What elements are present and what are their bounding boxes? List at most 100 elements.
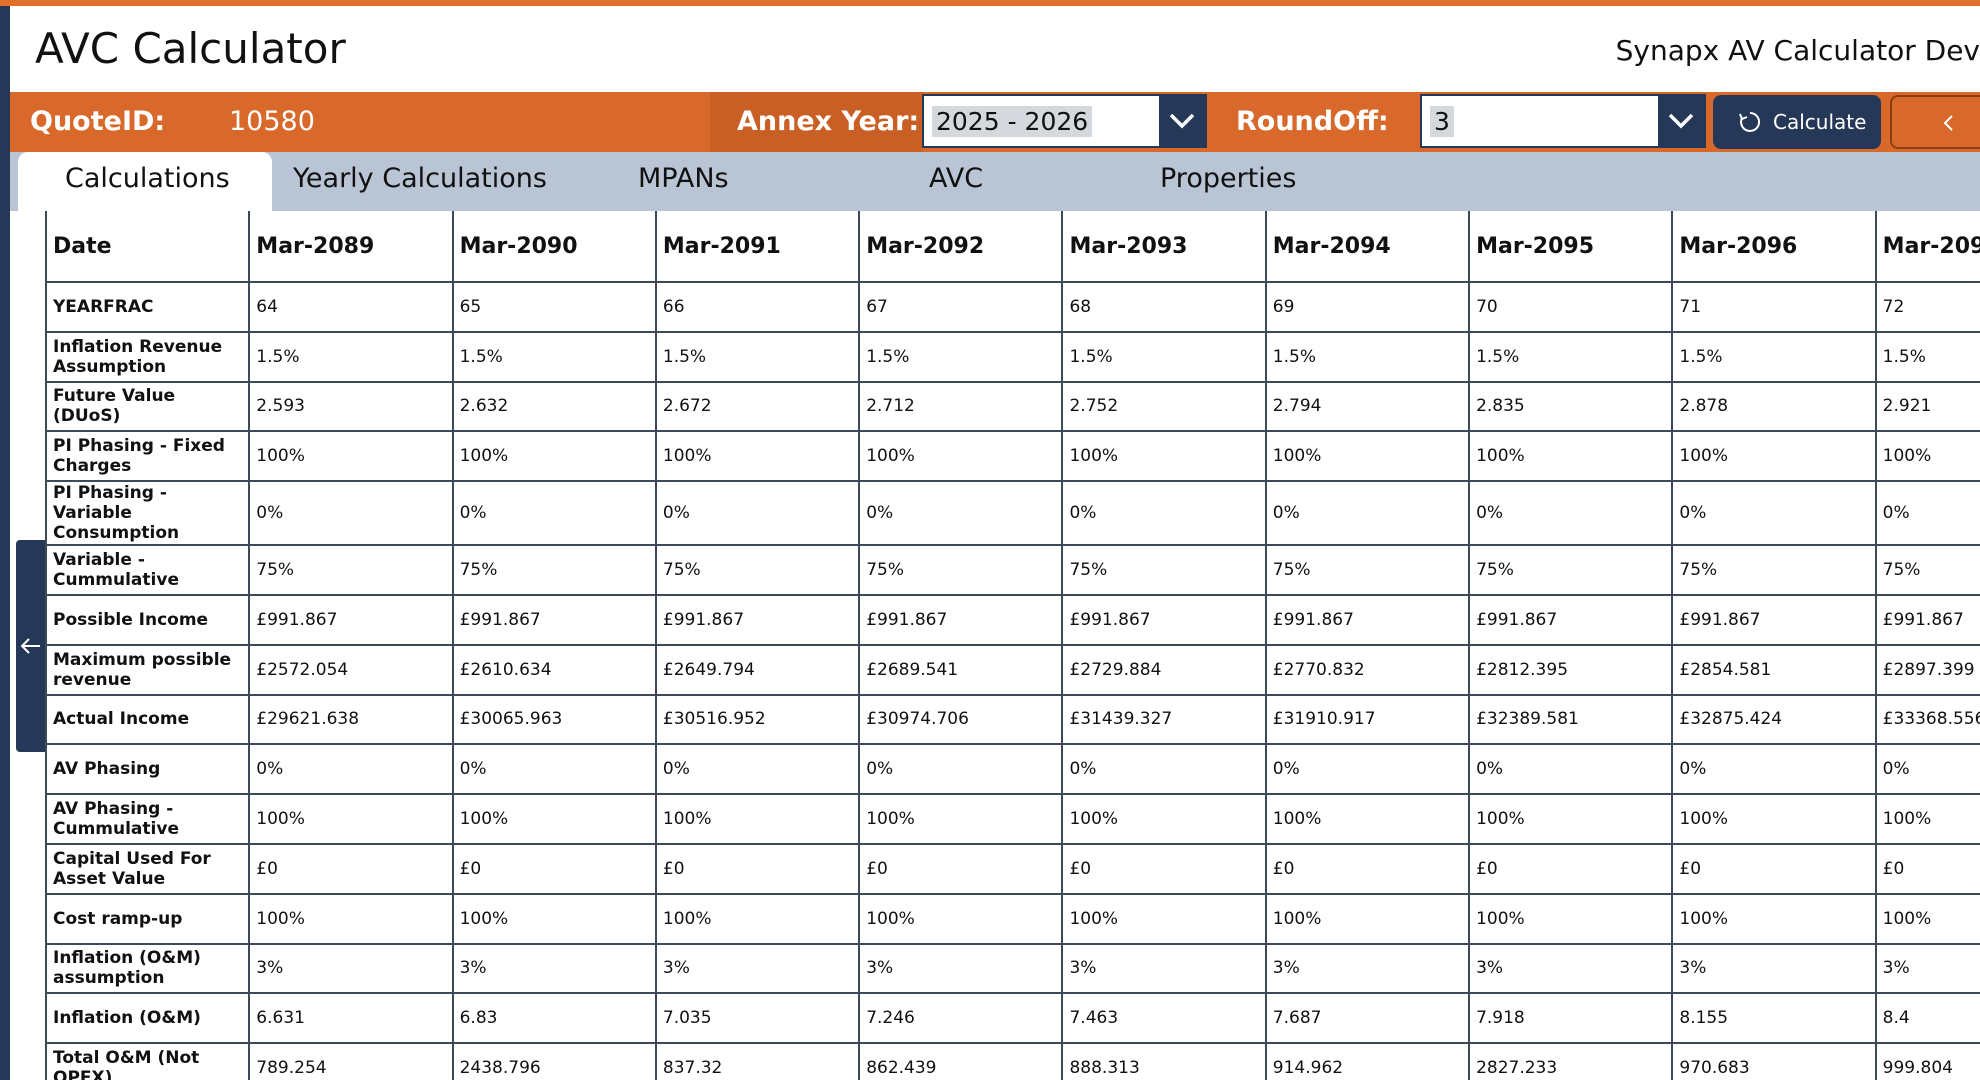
cell: 1.5% [654, 330, 861, 383]
active-tab [18, 152, 272, 211]
cell: £32875.424 [1671, 693, 1877, 746]
cell: 70 [1468, 281, 1674, 333]
table-row: Inflation (O&M) 6.631 6.83 7.035 7.246 7.463 7… [45, 992, 1980, 1045]
round-dropdown[interactable]: 3 [1420, 94, 1706, 148]
cell: £2812.395 [1468, 643, 1674, 696]
row-label: Possible Income [45, 593, 251, 646]
cell: 75% [1061, 544, 1267, 596]
table-row: Capital Used For Asset Value £0 £0 £0 £0 £0 £0… [45, 842, 1980, 895]
cell: 3% [1874, 942, 1980, 995]
cell: £991.867 [654, 593, 861, 646]
cell: 100% [654, 892, 861, 945]
back-button[interactable] [1890, 95, 1980, 149]
collapse-tab[interactable] [16, 540, 45, 752]
cell: £2689.541 [858, 643, 1064, 696]
cell: 1.5% [858, 330, 1064, 383]
table-row: Future Value (DUoS) 2.593 2.632 2.672 2.712 2… [45, 380, 1980, 433]
cell: 2.672 [654, 380, 861, 433]
cell: 100% [1671, 793, 1877, 845]
cell: £991.867 [1468, 593, 1674, 646]
table-row: PI Phasing - Fixed Charges 100% 100% 100% 10… [45, 430, 1980, 483]
quote-label: QuoteID: [30, 106, 166, 137]
cell: £31910.917 [1264, 693, 1471, 746]
cell: 2.794 [1264, 380, 1471, 433]
row-label: Inflation Revenue Assumption [45, 330, 251, 383]
chevron [1668, 113, 1694, 129]
calc-table: Date Mar-2089 Mar-2090 Mar-2091 Mar-2092 Mar-… [45, 211, 1980, 1080]
cell: 0% [1468, 480, 1674, 547]
cell: £2610.634 [451, 643, 657, 696]
app-name: Synapx AV Calculator Dev [1615, 34, 1980, 67]
cell: 2.632 [451, 380, 657, 433]
calculate-button[interactable]: Calculate [1713, 95, 1881, 149]
cell: 0% [451, 743, 657, 796]
cell: 65 [451, 281, 657, 333]
cell: 100% [248, 793, 454, 845]
cell: £991.867 [1874, 593, 1980, 646]
arrow-left [20, 638, 40, 654]
cell: 0% [1061, 743, 1267, 796]
cell: 2.593 [248, 380, 454, 433]
cell: 100% [858, 430, 1064, 483]
cell: 837.32 [654, 1042, 861, 1080]
cell: 100% [1874, 793, 1980, 845]
table-row: Inflation Revenue Assumption 1.5% 1.5% 1.5%… [45, 330, 1980, 383]
table-row: AV Phasing - Cummulative 100% 100% 100% 100%… [45, 793, 1980, 845]
cell: £991.867 [1671, 593, 1877, 646]
cell: 2.835 [1468, 380, 1674, 433]
cell: 100% [451, 892, 657, 945]
cell: £991.867 [248, 593, 454, 646]
annex-dropdown[interactable]: 2025 - 2026 [922, 94, 1207, 148]
column-header: Mar-2091 [654, 211, 861, 283]
cell: 75% [654, 544, 861, 596]
cell: £29621.638 [248, 693, 454, 746]
cell: 1.5% [248, 330, 454, 383]
cell: 2827.233 [1468, 1042, 1674, 1080]
cell: £32389.581 [1468, 693, 1674, 746]
tab[interactable]: MPANs [638, 163, 729, 194]
cell: 0% [248, 480, 454, 547]
cell: 0% [1264, 480, 1471, 547]
cell: 71 [1671, 281, 1877, 333]
tab[interactable]: Calculations [65, 163, 230, 194]
cell: £30516.952 [654, 693, 861, 746]
cell: 2.878 [1671, 380, 1877, 433]
cell: 100% [1468, 430, 1674, 483]
table-container: Date Mar-2089 Mar-2090 Mar-2091 Mar-2092 Mar-… [45, 211, 1980, 1080]
calculate-label: Calculate [1773, 110, 1867, 134]
cell: 100% [1671, 892, 1877, 945]
tab[interactable]: Yearly Calculations [293, 163, 547, 194]
table-row: YEARFRAC 64 65 66 67 68 69 70 71 72 [45, 281, 1980, 333]
cell: £0 [1468, 842, 1674, 895]
cell: 3% [858, 942, 1064, 995]
table-row: Inflation (O&M) assumption 3% 3% 3% 3% 3% 3% 3%… [45, 942, 1980, 995]
column-header: Mar-2093 [1061, 211, 1267, 283]
tab[interactable]: Properties [1160, 163, 1297, 194]
cell: £2729.884 [1061, 643, 1267, 696]
row-label: Inflation (O&M) [45, 992, 251, 1045]
cell: 69 [1264, 281, 1471, 333]
cell: 7.035 [654, 992, 861, 1045]
row-label: AV Phasing - Cummulative [45, 793, 251, 845]
cell: 100% [1468, 793, 1674, 845]
cell: £2770.832 [1264, 643, 1471, 696]
cell: 970.683 [1671, 1042, 1877, 1080]
cell: 0% [1671, 743, 1877, 796]
table-row: AV Phasing 0% 0% 0% 0% 0% 0% 0% 0% 0% [45, 743, 1980, 796]
tab[interactable]: AVC [929, 163, 984, 194]
annex-value: 2025 - 2026 [932, 106, 1093, 137]
cell: 100% [1671, 430, 1877, 483]
cell: 0% [1874, 743, 1980, 796]
cell: 3% [1468, 942, 1674, 995]
table-row: PI Phasing - Variable Consumption 0% 0% 0% 0… [45, 480, 1980, 547]
cell: 3% [1264, 942, 1471, 995]
refresh-icon [1739, 111, 1761, 132]
cell: 1.5% [1874, 330, 1980, 383]
cell: 0% [1671, 480, 1877, 547]
cell: 100% [451, 793, 657, 845]
cell: 1.5% [1061, 330, 1267, 383]
cell: 0% [858, 743, 1064, 796]
cell: 75% [858, 544, 1064, 596]
cell: £30065.963 [451, 693, 657, 746]
